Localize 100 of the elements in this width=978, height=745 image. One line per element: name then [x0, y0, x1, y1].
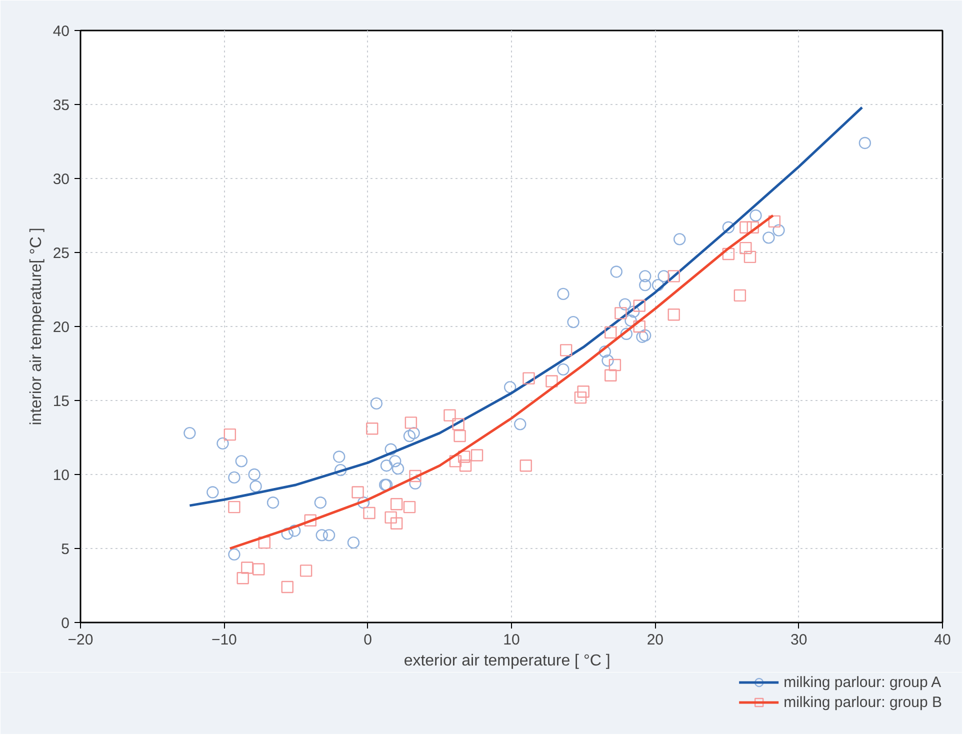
point: [658, 270, 670, 282]
line-series: [188, 106, 864, 507]
point: [673, 233, 686, 246]
point: [557, 288, 570, 300]
point: [390, 498, 403, 510]
x-tick-label: 0: [364, 632, 372, 648]
point: [546, 375, 558, 388]
point: [206, 486, 219, 498]
point: [746, 221, 759, 234]
point: [577, 386, 590, 398]
point: [560, 344, 572, 356]
point: [316, 529, 328, 542]
point: [390, 517, 403, 530]
point: [409, 477, 422, 490]
y-tick-label: 5: [61, 541, 70, 558]
point: [618, 298, 632, 310]
point: [858, 136, 872, 150]
point: [602, 354, 614, 367]
point: [258, 536, 270, 549]
point: [598, 346, 611, 358]
point: [668, 308, 680, 321]
point: [449, 455, 462, 468]
point: [380, 460, 393, 472]
y-tick-label: 40: [52, 23, 70, 40]
point: [409, 470, 422, 482]
point: [228, 500, 240, 514]
point: [184, 426, 196, 440]
point: [235, 455, 248, 468]
point: [652, 278, 664, 292]
x-tick-label: 40: [934, 632, 951, 648]
point: [288, 524, 301, 537]
point: [228, 471, 240, 484]
point: [734, 289, 746, 302]
point: [384, 443, 397, 456]
point: [504, 381, 516, 394]
point: [633, 320, 646, 333]
point: [608, 358, 622, 372]
point: [241, 562, 254, 574]
point: [633, 300, 646, 312]
point: [722, 248, 735, 260]
point: [266, 496, 280, 509]
point: [384, 511, 397, 524]
point: [300, 564, 312, 577]
point: [216, 437, 229, 450]
point: [444, 409, 456, 422]
point: [347, 536, 360, 549]
point: [574, 391, 587, 404]
point: [281, 580, 294, 594]
y-tick-label: 15: [52, 393, 70, 410]
point: [636, 330, 648, 343]
point: [522, 372, 535, 384]
point: [334, 464, 347, 476]
point: [454, 430, 466, 442]
point: [363, 506, 376, 520]
point: [639, 329, 652, 342]
y-tick-label: 20: [52, 319, 70, 336]
point: [620, 328, 633, 340]
point: [248, 468, 260, 481]
y-tick-label: 35: [52, 97, 70, 114]
point: [744, 250, 756, 264]
point: [514, 418, 526, 430]
point: [304, 514, 316, 526]
y-tick-label: 0: [61, 615, 70, 632]
point: [404, 416, 418, 429]
y-tick-label: 30: [52, 171, 70, 188]
point: [639, 270, 652, 282]
legend-label: milking parlour: group B: [784, 694, 942, 710]
point: [236, 572, 249, 584]
point: [458, 450, 470, 463]
point: [557, 363, 570, 376]
point: [668, 270, 680, 282]
point: [762, 232, 775, 244]
point: [408, 426, 420, 440]
point: [610, 266, 622, 278]
point: [740, 221, 752, 234]
y-tick-label: 25: [52, 245, 70, 262]
point: [252, 563, 265, 576]
point: [520, 460, 532, 472]
x-tick-label: 10: [503, 632, 520, 648]
legend-label: milking parlour: group A: [784, 674, 942, 690]
point: [772, 224, 785, 236]
point: [768, 215, 781, 228]
point: [628, 306, 640, 318]
x-axis-title: exterior air temperature [ °C ]: [404, 652, 610, 670]
point: [224, 428, 236, 441]
point: [740, 242, 752, 254]
point: [639, 278, 652, 292]
point: [389, 455, 402, 468]
point: [567, 316, 580, 328]
point: [750, 209, 762, 222]
point: [403, 430, 416, 442]
point: [614, 307, 627, 320]
point: [459, 460, 472, 472]
point: [314, 496, 327, 509]
point: [333, 450, 346, 463]
y-axis-title: interior air temperature[ °C ]: [28, 228, 45, 426]
point: [470, 449, 484, 462]
point: [228, 548, 240, 561]
x-tick-label: 30: [790, 632, 808, 648]
y-tick-label: 10: [52, 467, 70, 484]
